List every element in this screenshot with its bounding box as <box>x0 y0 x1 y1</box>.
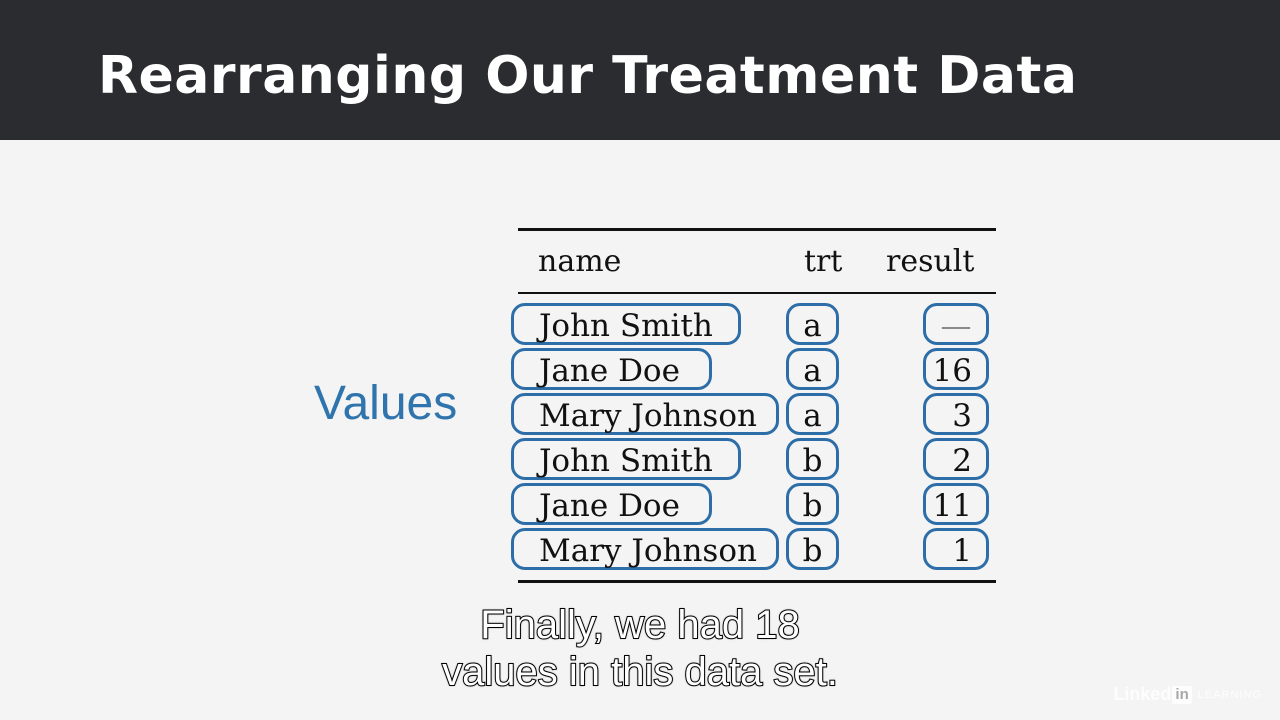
table-cell-name: Jane Doe <box>511 483 712 525</box>
table-cell-trt: a <box>786 348 839 390</box>
column-header-result: result <box>886 244 975 279</box>
table-cell-trt: b <box>786 528 839 570</box>
table-cell-trt: b <box>786 438 839 480</box>
table-top-rule <box>518 228 996 231</box>
column-header-name: name <box>538 244 622 279</box>
linkedin-learning-logo: Linked in LEARNING <box>1113 684 1262 705</box>
brand-learning-text: LEARNING <box>1197 688 1262 701</box>
values-label: Values <box>314 377 458 430</box>
table-cell-result: 3 <box>923 393 989 435</box>
table-cell-name: Mary Johnson <box>511 393 779 435</box>
table-cell-result: — <box>923 303 989 345</box>
title-bar: Rearranging Our Treatment Data <box>0 0 1280 140</box>
table-cell-name: John Smith <box>511 438 741 480</box>
column-header-trt: trt <box>804 244 843 279</box>
subtitle-line-2: values in this data set. <box>441 649 839 695</box>
table-cell-result: 1 <box>923 528 989 570</box>
table-cell-name: Jane Doe <box>511 348 712 390</box>
table-cell-result: 2 <box>923 438 989 480</box>
subtitle-line-1: Finally, we had 18 <box>479 602 800 648</box>
table-cell-trt: a <box>786 303 839 345</box>
table-header-rule <box>518 292 996 294</box>
brand-linked-text: Linked <box>1113 684 1172 704</box>
table-cell-trt: a <box>786 393 839 435</box>
table-bottom-rule <box>518 580 996 583</box>
table-cell-name: John Smith <box>511 303 741 345</box>
table-cell-trt: b <box>786 483 839 525</box>
table-cell-result: 16 <box>923 348 989 390</box>
slide-title: Rearranging Our Treatment Data <box>98 46 1078 106</box>
table-cell-result: 11 <box>923 483 989 525</box>
brand-in-icon: in <box>1172 685 1192 704</box>
table-cell-name: Mary Johnson <box>511 528 779 570</box>
